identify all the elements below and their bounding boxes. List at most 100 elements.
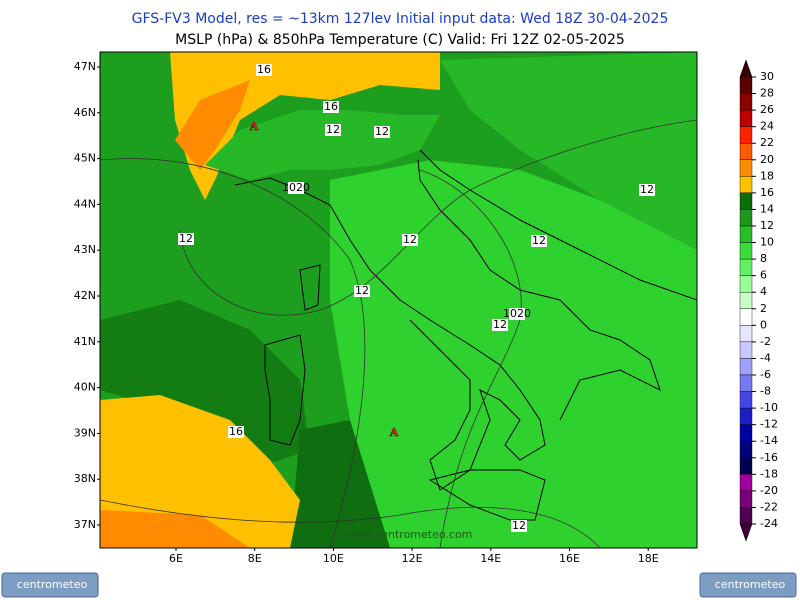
isobar xyxy=(100,499,601,548)
colorbar-label: 26 xyxy=(760,103,774,116)
contour-label-bg xyxy=(509,308,525,320)
contour-label: 12 xyxy=(179,232,193,245)
contour-label: 12 xyxy=(532,234,546,247)
lat-label: 39N xyxy=(74,426,96,439)
colorbar-band xyxy=(739,275,753,293)
field-warm xyxy=(330,160,697,548)
contour-label-bg xyxy=(288,182,304,194)
lat-label: 47N xyxy=(74,60,96,73)
colorbar-band xyxy=(739,76,753,94)
logo-right: centrometeo xyxy=(699,572,797,598)
pressure-center: A xyxy=(389,426,399,439)
lon-label: 14E xyxy=(480,552,501,565)
lat-label: 40N xyxy=(74,381,96,394)
colorbar-label: 4 xyxy=(760,285,767,298)
colorbar-label: -2 xyxy=(760,335,771,348)
lat-label: 45N xyxy=(74,152,96,165)
colorbar-band xyxy=(739,391,753,409)
contour-label: 12 xyxy=(375,125,389,138)
colorbar-label: -24 xyxy=(760,517,778,530)
colorbar-label: 20 xyxy=(760,153,774,166)
colorbar-band xyxy=(739,126,753,144)
colorbar-band xyxy=(739,457,753,475)
field-yellow-south xyxy=(100,395,300,548)
contour-label: 1020 xyxy=(503,307,531,320)
colorbar-band xyxy=(739,176,753,194)
colorbar-label: -14 xyxy=(760,434,778,447)
header-line1: GFS-FV3 Model, res = ~13km 127lev Initia… xyxy=(132,11,669,27)
colorbar-label: -16 xyxy=(760,451,778,464)
contour-label-bg xyxy=(511,520,527,532)
contour-label: 16 xyxy=(229,425,243,438)
colorbar-band xyxy=(739,358,753,376)
colorbar-band xyxy=(739,474,753,492)
colorbar-band xyxy=(739,424,753,442)
lat-label: 41N xyxy=(74,335,96,348)
colorbar-label: 0 xyxy=(760,318,767,331)
lat-label: 42N xyxy=(74,289,96,302)
colorbar-label: -4 xyxy=(760,351,771,364)
colorbar-band xyxy=(739,258,753,276)
colorbar-band xyxy=(739,507,753,525)
contour-label: 12 xyxy=(640,183,654,196)
coastlines xyxy=(234,149,697,521)
colorbar-label: -6 xyxy=(760,368,771,381)
logo-text: centrometeo xyxy=(715,578,786,591)
colorbar-band xyxy=(739,407,753,425)
contour-label: 12 xyxy=(512,519,526,532)
italy-coast xyxy=(234,159,661,491)
colorbar-band xyxy=(739,93,753,111)
sardinia xyxy=(264,334,306,446)
colorbar-band xyxy=(739,192,753,210)
colorbar-band xyxy=(739,242,753,260)
colorbar-label: -20 xyxy=(760,484,778,497)
colorbar-label: 22 xyxy=(760,136,774,149)
contour-label: 12 xyxy=(493,318,507,331)
lon-label: 6E xyxy=(169,552,183,565)
field-east xyxy=(440,52,697,250)
contour-label-bg xyxy=(323,101,339,113)
lon-label: 16E xyxy=(559,552,580,565)
colorbar-label: -8 xyxy=(760,385,771,398)
contour-label-bg xyxy=(374,126,390,138)
colorbar-top-arrow xyxy=(739,59,753,78)
field-orange-north xyxy=(175,80,250,170)
contour-label: 12 xyxy=(355,284,369,297)
watermark: (c) www.centrometeo.com xyxy=(328,528,473,541)
corsica xyxy=(299,264,321,311)
colorbar-label: 16 xyxy=(760,186,774,199)
contour-label-bg xyxy=(228,426,244,438)
isobar xyxy=(419,169,522,548)
map-frame xyxy=(99,51,698,549)
colorbar-band xyxy=(739,341,753,359)
contour-label-bg xyxy=(531,235,547,247)
contour-label: 1020 xyxy=(282,181,310,194)
isobar xyxy=(179,119,697,316)
lat-label: 38N xyxy=(74,472,96,485)
field-orange-south xyxy=(100,510,250,548)
colorbar-label: 18 xyxy=(760,169,774,182)
logo-box xyxy=(1,572,99,598)
adriatic-coast xyxy=(419,149,697,301)
colorbar-band xyxy=(739,308,753,326)
contour-label-bg xyxy=(178,233,194,245)
logo-left: centrometeo xyxy=(1,572,99,598)
colorbar-band xyxy=(739,292,753,309)
logo-text: centrometeo xyxy=(17,578,88,591)
lat-label: 44N xyxy=(74,197,96,210)
lat-label: 37N xyxy=(74,518,96,531)
pressure-center: A xyxy=(249,120,259,133)
lat-label: 43N xyxy=(74,243,96,256)
colorbar-label: 30 xyxy=(760,70,774,83)
lon-label: 10E xyxy=(323,552,344,565)
colorbar-bottom-arrow xyxy=(739,523,753,542)
colorbar-label: -12 xyxy=(760,418,778,431)
colorbar-band xyxy=(739,441,753,458)
colorbar-band xyxy=(739,325,753,343)
colorbar-label: -22 xyxy=(760,500,778,513)
contour-label: 16 xyxy=(324,100,338,113)
contour-label-bg xyxy=(354,285,370,297)
